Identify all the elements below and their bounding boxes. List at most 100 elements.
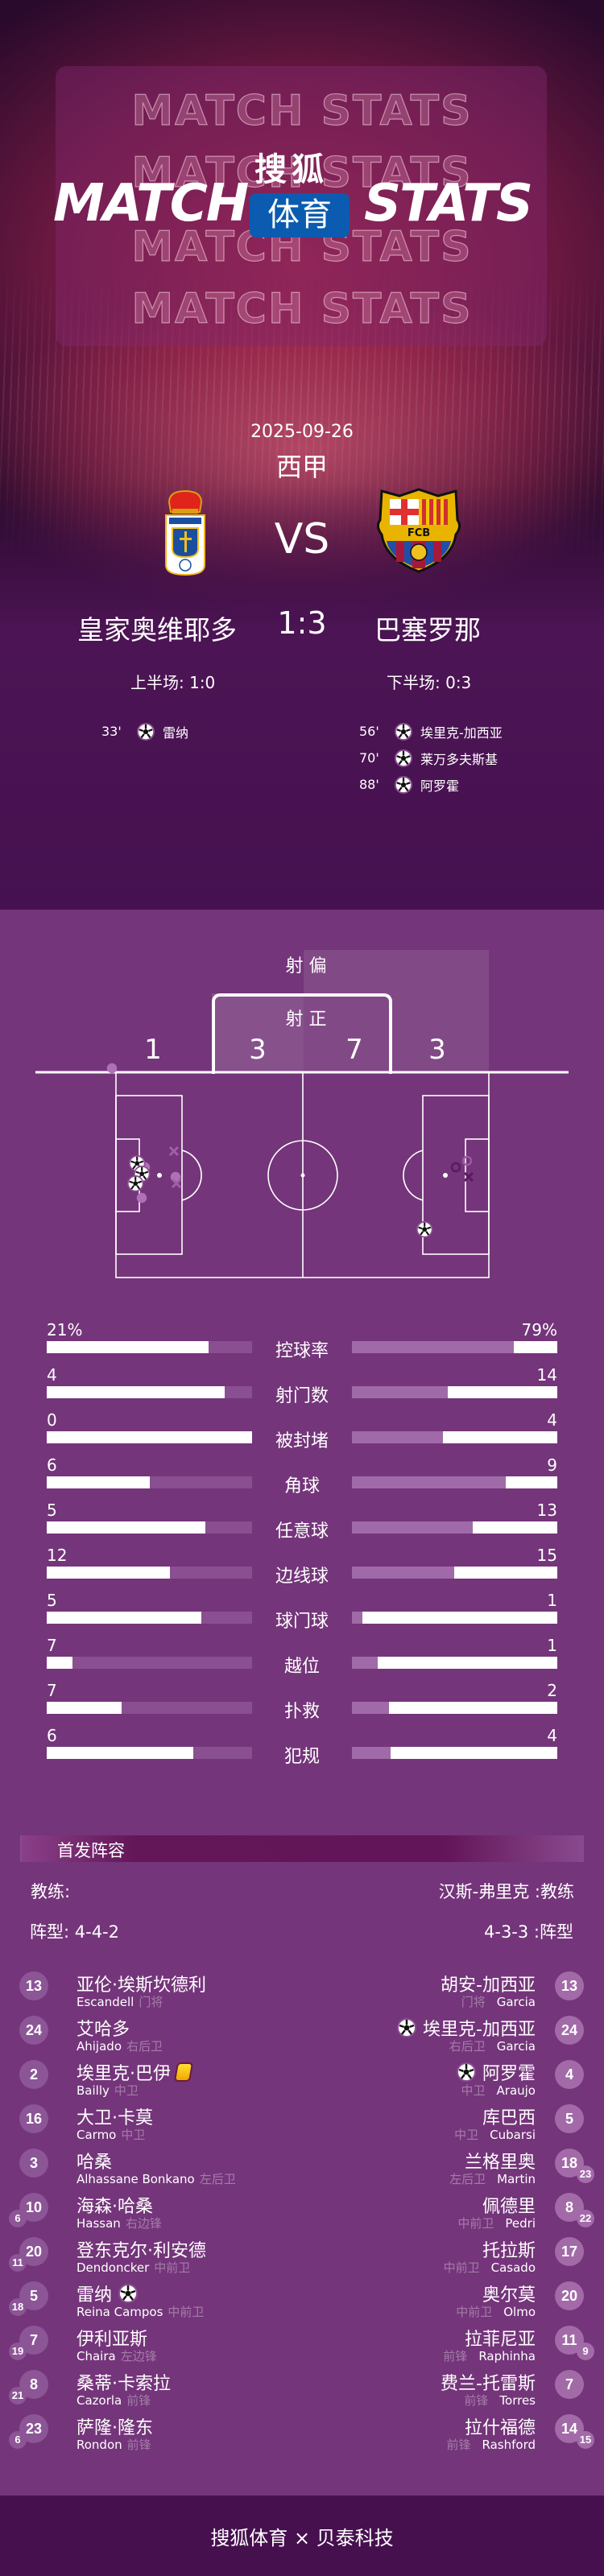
player-english-name: Alhassane Bonkano [77, 2172, 195, 2186]
soccer-ball-icon [395, 775, 412, 794]
first-half-score: 上半场: 1:0 [130, 673, 216, 692]
player-name: 登东克尔·利安德 [77, 2241, 206, 2261]
stat-label: 球门球 [275, 1612, 329, 1632]
player-row[interactable]: 伊利亚斯 [77, 2325, 147, 2351]
player-row[interactable]: 亚伦·埃斯坎德利 [77, 1971, 206, 1996]
substitute-number[interactable]: 19 [9, 2343, 27, 2360]
player-row[interactable]: 雷纳 [77, 2281, 144, 2306]
player-position: 中前卫 [154, 2260, 191, 2275]
home-stat-bar [47, 1747, 252, 1759]
goal-event: 70' 莱万多夫斯基 [359, 745, 503, 771]
on-target-label: 射 正 [285, 1009, 327, 1030]
player-row[interactable]: 桑蒂·卡索拉 [77, 2369, 171, 2395]
substitute-number[interactable]: 6 [9, 2431, 27, 2449]
substitute-number[interactable]: 9 [577, 2343, 594, 2360]
player-name: 拉菲尼亚 [464, 2330, 536, 2350]
soccer-ball-icon [395, 749, 412, 767]
player-row[interactable]: 拉菲尼亚 [465, 2325, 536, 2351]
player-detail: 中卫 Cubarsi [454, 2126, 536, 2143]
goal-ball-icon [456, 2062, 476, 2082]
player-english-name: Cubarsi [490, 2128, 536, 2142]
player-row[interactable]: 阿罗霍 [450, 2059, 536, 2085]
player-detail: 门将 Garcia [461, 1993, 536, 2010]
away-stat-bar-fill [447, 1386, 557, 1398]
goal-minute: 56' [359, 724, 379, 739]
player-row[interactable]: 艾哈多 [77, 2015, 130, 2041]
player-name: 阿罗霍 [482, 2064, 536, 2084]
player-position: 左边锋 [120, 2349, 157, 2363]
player-row[interactable]: 拉什福德 [465, 2413, 536, 2439]
player-row[interactable]: 费兰-托雷斯 [441, 2369, 536, 2395]
missed-shot-marker [461, 1155, 473, 1166]
sports-logo-box: 体育 [250, 193, 350, 237]
soccer-ball-icon [137, 722, 155, 741]
substitute-number[interactable]: 22 [577, 2210, 594, 2227]
player-name: 奥尔莫 [482, 2285, 536, 2306]
lineup-title: 首发阵容 [57, 1841, 125, 1860]
home-stat-bar-fill [47, 1657, 73, 1669]
player-row[interactable]: 埃里克·巴伊 [77, 2059, 192, 2085]
substitute-number[interactable]: 18 [9, 2298, 27, 2316]
substitute-number[interactable]: 15 [577, 2431, 594, 2449]
player-detail: Hassan 右边锋 [77, 2215, 162, 2231]
substitute-number[interactable]: 21 [9, 2387, 27, 2405]
player-detail: Bailly 中卫 [77, 2082, 139, 2099]
player-row[interactable]: 埃里克-加西亚 [391, 2015, 536, 2041]
footer-text: 搜狐体育 × 贝泰科技 [210, 2527, 394, 2549]
away-stat-bar [352, 1386, 557, 1398]
player-position: 中卫 [114, 2083, 139, 2098]
blocked-shot-marker [171, 1178, 182, 1189]
player-name: 亚伦·埃斯坎德利 [77, 1975, 206, 1996]
player-row[interactable]: 托拉斯 [482, 2236, 536, 2262]
player-row[interactable]: 佩德里 [482, 2192, 536, 2218]
player-english-name: Garcia [496, 2039, 536, 2054]
player-row[interactable]: 兰格里奥 [465, 2148, 536, 2174]
player-number: 3 [19, 2149, 48, 2178]
player-row[interactable]: 奥尔莫 [482, 2281, 536, 2306]
stat-label: 越位 [283, 1657, 320, 1677]
player-detail: Chaira 左边锋 [77, 2347, 157, 2364]
player-english-name: Rashford [482, 2438, 536, 2452]
away-team-name: 巴塞罗那 [374, 614, 481, 646]
substitute-number[interactable]: 11 [9, 2254, 27, 2272]
home-stat-value: 6 [47, 1726, 57, 1745]
title-match: MATCH [53, 174, 249, 233]
player-position: 左后卫 [199, 2172, 236, 2186]
yellow-card-icon [176, 2064, 192, 2080]
substitute-number[interactable]: 6 [9, 2210, 27, 2227]
final-score: 1:3 [277, 605, 327, 641]
away-stat-value: 14 [536, 1365, 557, 1385]
player-name: 雷纳 [77, 2285, 113, 2306]
away-stat-bar [352, 1521, 557, 1534]
goal-scorer: 雷纳 [163, 724, 189, 741]
substitute-number[interactable]: 23 [577, 2165, 594, 2183]
home-stat-value: 5 [47, 1591, 57, 1610]
player-row[interactable]: 登东克尔·利安德 [77, 2236, 206, 2262]
vs-label: VS [274, 515, 330, 564]
player-english-name: Olmo [503, 2305, 536, 2319]
player-detail: Carmo 中卫 [77, 2126, 145, 2143]
missed-shot-marker [450, 1162, 461, 1173]
player-row[interactable]: 大卫·卡莫 [77, 2103, 153, 2129]
player-english-name: Hassan [77, 2216, 121, 2231]
player-name: 拉什福德 [464, 2418, 536, 2438]
player-position: 右后卫 [449, 2039, 486, 2054]
player-detail: Escandell 门将 [77, 1993, 163, 2010]
player-row[interactable]: 库巴西 [482, 2103, 536, 2129]
player-row[interactable]: 胡安-加西亚 [441, 1971, 536, 1996]
player-number: 20 [19, 2237, 48, 2266]
away-stat-value: 4 [547, 1726, 557, 1745]
player-row[interactable]: 海森·哈桑 [77, 2192, 153, 2218]
player-english-name: Martin [497, 2172, 536, 2186]
player-row[interactable]: 哈桑 [77, 2148, 112, 2174]
player-row[interactable]: 萨隆·隆东 [77, 2413, 153, 2439]
home-stat-bar-fill [47, 1567, 170, 1579]
stat-row: 4 14 射门数 [0, 1349, 604, 1406]
home-stat-bar [47, 1657, 252, 1669]
away-stat-bar-fill [514, 1341, 557, 1353]
home-stat-value: 6 [47, 1455, 57, 1475]
stat-row: 7 1 越位 [0, 1620, 604, 1677]
stat-label: 射门数 [275, 1386, 329, 1406]
away-on-target-count: 7 [345, 1034, 363, 1066]
stat-label: 控球率 [275, 1341, 329, 1361]
